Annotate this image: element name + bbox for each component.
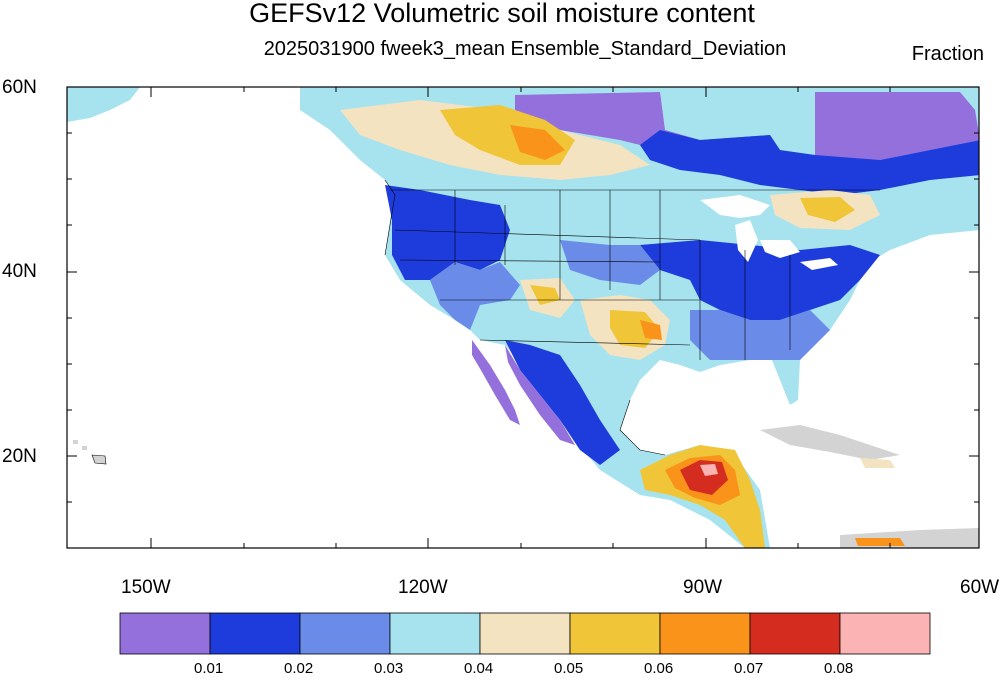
soil-moisture-field: [67, 87, 979, 548]
colorbar-label: 0.03: [374, 660, 404, 677]
baja-peninsula: [472, 340, 520, 425]
colorbar-swatch-7: [659, 612, 751, 655]
colorbar-label: 0.04: [464, 660, 494, 677]
colorbar-label: 0.05: [554, 660, 584, 677]
lon-label-120w: 120W: [398, 577, 448, 598]
colorbar-label: 0.01: [194, 660, 224, 677]
colorbar-label: 0.02: [284, 660, 314, 677]
colorbar-swatch-2: [209, 612, 301, 655]
colorbar-swatch-6: [569, 612, 661, 655]
lat-label-20n: 20N: [2, 446, 37, 467]
colorbar-label: 0.07: [734, 660, 764, 677]
lat-label-60n: 60N: [2, 77, 37, 98]
units-label: Fraction: [911, 43, 984, 65]
colorbar-swatch-4: [389, 612, 481, 655]
colorbar-label: 0.08: [824, 660, 854, 677]
lat-label-40n: 40N: [2, 261, 37, 282]
lon-label-150w: 150W: [121, 577, 171, 598]
colorbar-swatch-5: [479, 612, 571, 655]
colorbar-swatch-1: [119, 612, 211, 655]
colorbar-swatch-9: [839, 612, 931, 655]
lon-ticks: [150, 87, 980, 548]
lon-label-90w: 90W: [683, 577, 723, 598]
lat-ticks: [67, 86, 979, 503]
colorbar-swatch-8: [749, 612, 841, 655]
colorbar-swatch-3: [299, 612, 391, 655]
map-subtitle: 2025031900 fweek3_mean Ensemble_Standard…: [263, 38, 787, 60]
colorbar-label: 0.06: [644, 660, 674, 677]
colorbar: [119, 612, 931, 655]
alaska-coast: [67, 87, 140, 122]
lon-label-60w: 60W: [960, 577, 1000, 598]
map-title: GEFSv12 Volumetric soil moisture content: [249, 0, 755, 28]
